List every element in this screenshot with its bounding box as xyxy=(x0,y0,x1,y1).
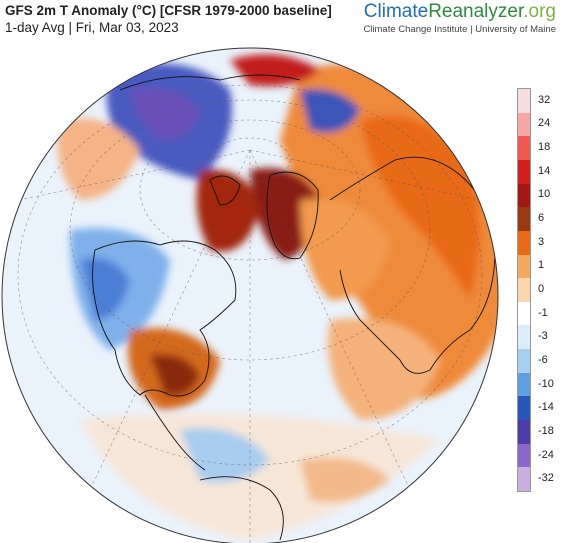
legend-label: 0 xyxy=(538,283,545,295)
legend-swatch xyxy=(518,420,530,445)
legend-label: 14 xyxy=(538,164,551,177)
legend-label: 3 xyxy=(538,235,545,248)
map-subtitle: 1-day Avg | Fri, Mar 03, 2023 xyxy=(5,20,179,35)
legend-label: 24 xyxy=(538,117,551,130)
color-legend-bar xyxy=(517,88,531,492)
legend-label: -3 xyxy=(538,330,548,343)
legend-label: -1 xyxy=(538,306,548,319)
legend-label: -32 xyxy=(538,472,554,485)
legend-label: 18 xyxy=(538,141,551,154)
legend-label: 6 xyxy=(538,212,545,225)
legend-swatch xyxy=(518,443,530,468)
anomaly-field xyxy=(57,54,498,540)
legend-swatch xyxy=(518,372,530,397)
map-title: GFS 2m T Anomaly (°C) [CFSR 1979-2000 ba… xyxy=(5,3,332,18)
legend-swatch xyxy=(518,325,530,350)
legend-swatch xyxy=(518,207,530,232)
legend-swatch xyxy=(518,230,530,256)
legend-swatch xyxy=(518,136,530,161)
coastlines xyxy=(92,74,496,541)
legend-swatch xyxy=(518,183,530,208)
legend-swatch xyxy=(518,89,530,114)
legend-swatch xyxy=(518,396,530,421)
legend-swatch xyxy=(518,278,530,303)
legend-swatch xyxy=(518,254,530,279)
legend-label: 32 xyxy=(538,93,551,106)
legend-label: -6 xyxy=(538,353,548,366)
graticule xyxy=(17,84,483,543)
legend-swatch xyxy=(518,467,530,492)
brand-logo[interactable]: ClimateReanalyzer.org xyxy=(363,1,556,22)
legend-label: 10 xyxy=(538,188,551,201)
legend-swatch xyxy=(518,112,530,137)
legend-swatch xyxy=(518,301,530,326)
legend-swatch xyxy=(518,349,530,374)
brand-affiliation: Climate Change Institute | University of… xyxy=(363,24,556,35)
legend-label: -18 xyxy=(538,424,554,437)
legend-swatch xyxy=(518,159,530,185)
legend-label: -10 xyxy=(538,377,554,390)
legend-label: 1 xyxy=(538,259,545,272)
globe xyxy=(2,48,498,543)
legend-label: -14 xyxy=(538,401,554,414)
legend-label: -24 xyxy=(538,448,554,461)
